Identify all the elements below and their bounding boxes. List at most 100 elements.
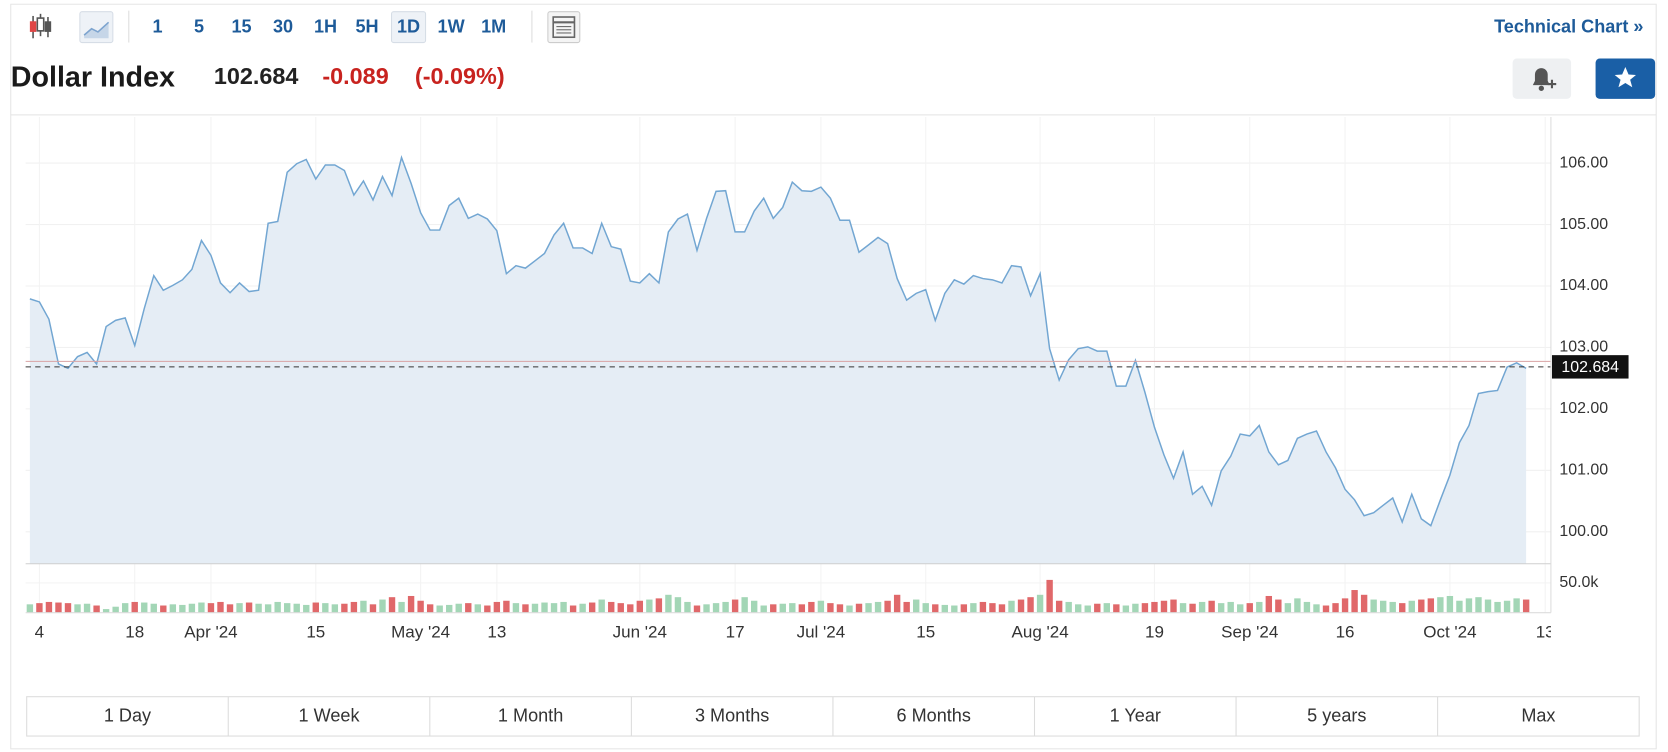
x-tick-label: 13	[1536, 622, 1555, 641]
volume-bar	[26, 604, 34, 613]
volume-bar	[1246, 603, 1253, 613]
volume-bar	[1256, 601, 1263, 613]
volume-bar	[102, 609, 110, 613]
volume-bar	[1522, 599, 1530, 613]
volume-bar	[750, 600, 758, 613]
volume-bar	[1341, 598, 1349, 613]
interval-button[interactable]: 1M	[481, 16, 506, 36]
volume-bar	[1265, 595, 1273, 613]
volume-bar	[236, 603, 243, 613]
range-button[interactable]: Max	[1521, 706, 1555, 726]
x-tick-label: 15	[306, 622, 325, 641]
volume-bar	[627, 604, 634, 613]
volume-bar	[922, 603, 929, 613]
volume-bar	[741, 597, 748, 613]
interval-button[interactable]: 1H	[314, 16, 337, 36]
range-button[interactable]: 1 Year	[1110, 706, 1161, 726]
volume-bar	[827, 603, 834, 613]
volume-bar	[1446, 595, 1454, 613]
volume-bar	[312, 602, 319, 613]
volume-bar	[1027, 597, 1034, 613]
volume-bar	[674, 597, 682, 613]
volume-bar	[569, 605, 577, 613]
x-tick-label: Jul '24	[797, 622, 846, 641]
volume-bar	[979, 601, 987, 613]
volume-bar	[1208, 600, 1215, 613]
volume-bar	[1065, 601, 1072, 613]
volume-bar	[484, 605, 491, 613]
x-tick-label: Apr '24	[184, 622, 237, 641]
volume-bar	[217, 601, 224, 613]
volume-bar	[446, 604, 453, 613]
range-button[interactable]: 1 Week	[299, 706, 361, 726]
volume-bar	[64, 603, 72, 613]
volume-bar	[1437, 597, 1444, 613]
change: -0.089	[322, 63, 388, 89]
price-line	[29, 155, 1527, 527]
volume-bar	[1217, 603, 1225, 613]
volume-bar	[1303, 601, 1311, 613]
volume-bar	[1075, 604, 1082, 613]
volume-bar	[693, 605, 701, 613]
volume-bar	[322, 603, 329, 613]
volume-bar	[1103, 603, 1110, 613]
volume-bar	[398, 601, 405, 613]
volume-bar	[407, 595, 415, 613]
last-price-tag	[1551, 355, 1629, 379]
volume-bar	[169, 604, 177, 613]
interval-button[interactable]: 5	[194, 16, 204, 36]
volume-bar	[388, 597, 396, 613]
volume-bar	[36, 603, 43, 613]
volume-bar	[1484, 599, 1492, 613]
volume-bar	[608, 601, 615, 613]
volume-bar	[865, 603, 872, 613]
volume-bar	[293, 603, 300, 613]
range-button[interactable]: 6 Months	[897, 706, 971, 726]
volume-bar	[331, 604, 339, 613]
volume-bar	[83, 603, 91, 613]
volume-bar	[74, 604, 81, 613]
interval-button[interactable]: 1W	[438, 16, 466, 36]
interval-button[interactable]: 1	[152, 16, 162, 36]
volume-bar	[588, 602, 596, 613]
volume-bar	[1370, 599, 1377, 613]
volume-bar	[1322, 605, 1330, 613]
interval-button[interactable]: 5H	[355, 16, 378, 36]
watchlist-button[interactable]	[1595, 58, 1656, 99]
volume-bar	[1503, 600, 1511, 613]
y-tick-label: 102.00	[1559, 400, 1608, 417]
volume-bar	[474, 604, 481, 613]
volume-bar	[121, 603, 129, 613]
candlestick-icon[interactable]	[29, 13, 52, 39]
volume-bar	[893, 594, 901, 613]
volume-bar	[1227, 601, 1234, 613]
volume-bar	[874, 601, 882, 613]
volume-bar	[1055, 600, 1063, 613]
alert-button[interactable]	[1512, 58, 1572, 99]
instrument-title: Dollar Index	[11, 61, 175, 93]
volume-bar	[284, 603, 291, 613]
range-button[interactable]: 1 Month	[498, 706, 563, 726]
technical-chart-link[interactable]: Technical Chart »	[1494, 16, 1643, 36]
volume-bar	[274, 601, 281, 613]
range-button[interactable]: 3 Months	[695, 706, 769, 726]
volume-bar	[455, 603, 462, 613]
volume-bar	[1408, 600, 1415, 613]
range-button[interactable]: 1 Day	[104, 706, 151, 726]
interval-button[interactable]: 15	[231, 16, 251, 36]
volume-bar	[541, 602, 548, 613]
volume-bar	[808, 601, 815, 613]
area-chart-icon[interactable]	[79, 11, 114, 44]
volume-bar	[55, 602, 62, 613]
volume-bar	[941, 604, 948, 613]
volume-bar	[245, 602, 253, 613]
volume-bar	[112, 606, 119, 613]
interval-button[interactable]: 1D	[397, 16, 420, 36]
volume-bar	[798, 604, 806, 613]
volume-bar	[1017, 599, 1025, 613]
range-button[interactable]: 5 years	[1307, 706, 1366, 726]
volume-bar	[684, 601, 691, 613]
interval-button[interactable]: 30	[273, 16, 293, 36]
volume-bar	[1170, 599, 1177, 613]
layout-icon[interactable]	[547, 11, 581, 44]
